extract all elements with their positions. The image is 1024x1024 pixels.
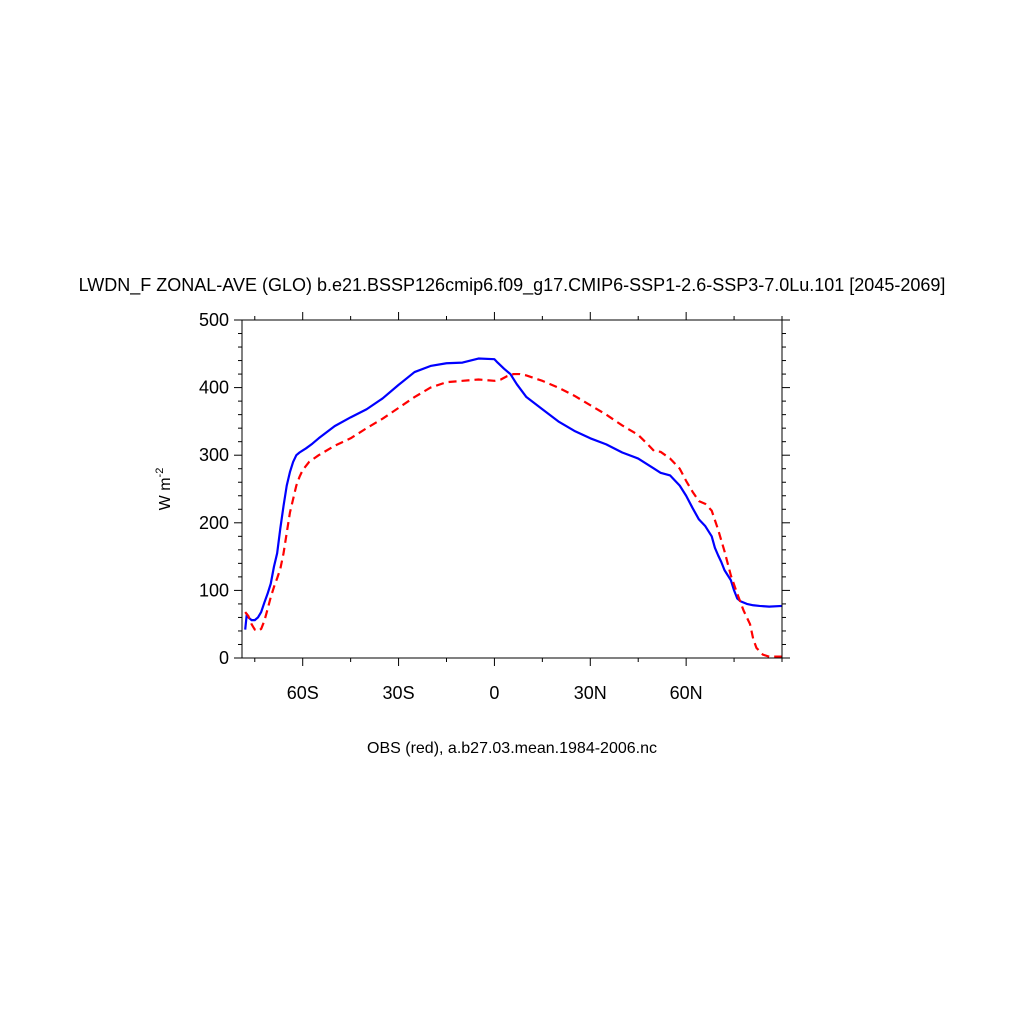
- y-tick-label: 400: [199, 378, 229, 398]
- y-tick-label: 200: [199, 513, 229, 533]
- chart-caption: OBS (red), a.b27.03.mean.1984-2006.nc: [367, 740, 657, 757]
- y-tick-label: 500: [199, 310, 229, 330]
- model-series-line: [244, 357, 783, 630]
- chart-title: LWDN_F ZONAL-AVE (GLO) b.e21.BSSP126cmip…: [79, 275, 946, 296]
- tick-marks: [234, 312, 790, 666]
- y-axis-label-superscript: -2: [154, 468, 166, 478]
- series-layer: [244, 357, 783, 658]
- x-tick-labels: 60S 30S 0 30N 60N: [287, 683, 703, 703]
- y-tick-labels: 0 100 200 300 400 500: [199, 310, 229, 668]
- plot-frame: [241, 319, 783, 659]
- y-tick-label: 0: [219, 648, 229, 668]
- x-tick-label: 30S: [383, 683, 415, 703]
- x-tick-label: 60S: [287, 683, 319, 703]
- y-tick-label: 100: [199, 580, 229, 600]
- x-tick-label: 60N: [670, 683, 703, 703]
- x-tick-label: 30N: [574, 683, 607, 703]
- x-tick-label: 0: [489, 683, 499, 703]
- y-axis-label-main: W m: [157, 477, 174, 510]
- y-axis-label: W m-2: [154, 468, 174, 511]
- y-tick-label: 300: [199, 445, 229, 465]
- obs-series-line: [244, 372, 782, 658]
